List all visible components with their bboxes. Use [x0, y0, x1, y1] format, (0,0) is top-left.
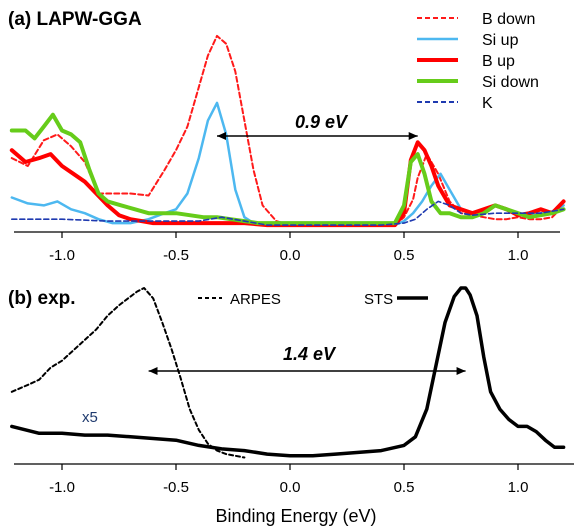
- panel-a-tick-label: -1.0: [49, 247, 75, 264]
- legend-label-b-down: B down: [482, 11, 535, 28]
- panel-a-label: (a) LAPW-GGA: [8, 9, 142, 30]
- panel-a-tick-label: -0.5: [163, 247, 189, 264]
- panel-b-tick-label: -0.5: [163, 479, 189, 496]
- panel-a-series-si-up: [10, 101, 565, 227]
- legend-label-arpes: ARPES: [230, 291, 281, 308]
- panel-a-tick-label: 0.5: [394, 247, 415, 264]
- panel-b-tick-label: -1.0: [49, 479, 75, 496]
- panel-b-legend: ARPES STS: [198, 291, 428, 308]
- panel-a-series: [9, 34, 566, 228]
- panel-a-x-ticks: -1.0 -0.5 0.0 0.5 1.0: [49, 232, 528, 264]
- panel-b-tick-label: 0.5: [394, 479, 415, 496]
- legend-label-si-down: Si down: [482, 74, 539, 91]
- panel-b-x-axis-label: Binding Energy (eV): [215, 506, 376, 526]
- panel-b-label: (b) exp.: [8, 288, 76, 309]
- panel-b-x-ticks: -1.0 -0.5 0.0 0.5 1.0: [49, 464, 528, 496]
- panel-a-series-k: [11, 200, 565, 226]
- panel-a-series-b-down: [10, 34, 565, 227]
- legend-label-b-up: B up: [482, 53, 515, 70]
- panel-a-series-si-down: [9, 112, 566, 226]
- panel-b-scale-note: x5: [82, 409, 98, 426]
- panel-a-gap-label: 0.9 eV: [295, 112, 349, 132]
- panel-a-tick-label: 1.0: [508, 247, 529, 264]
- panel-a: (a) LAPW-GGA -1.0 -0.5 0.0 0.5 1.0 0.9 eV B …: [8, 9, 566, 264]
- legend-label-k: K: [482, 95, 493, 112]
- legend-label-si-up: Si up: [482, 32, 519, 49]
- panel-b-series: [10, 286, 566, 459]
- panel-b-tick-label: 0.0: [280, 479, 301, 496]
- panel-a-legend: B down Si up B up Si down K: [417, 11, 539, 112]
- panel-b-tick-label: 1.0: [508, 479, 529, 496]
- panel-a-tick-label: 0.0: [280, 247, 301, 264]
- panel-b-series-sts: [10, 286, 566, 458]
- panel-b-gap-label: 1.4 eV: [283, 344, 337, 364]
- legend-label-sts: STS: [364, 291, 393, 308]
- panel-b-series-arpes: [10, 287, 246, 459]
- panel-b: (b) exp. -1.0 -0.5 0.0 0.5 1.0 1.4 eV x5 ARP…: [8, 286, 574, 526]
